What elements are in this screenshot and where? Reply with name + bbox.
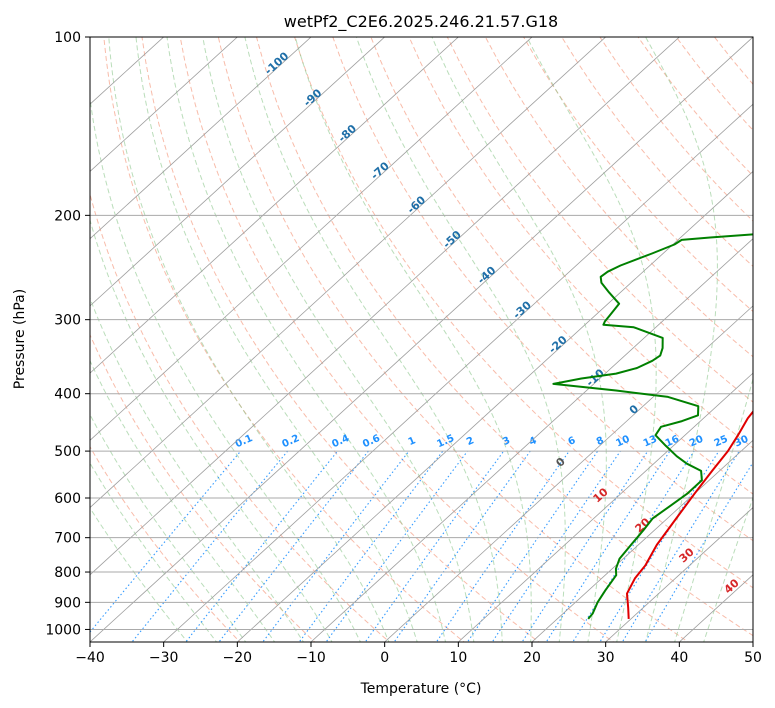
moist-adiabat <box>526 37 657 642</box>
dry-adiabat <box>90 192 391 642</box>
x-tick-label: −20 <box>223 650 253 666</box>
mixing-ratio-label: 2 <box>465 435 476 448</box>
mixing-ratio-label: 6 <box>566 435 577 448</box>
x-tick-label: 50 <box>744 650 762 666</box>
moist-adiabat <box>431 37 607 642</box>
x-axis-label: Temperature (°C) <box>360 681 482 697</box>
moist-adiabat <box>90 359 276 642</box>
isotherm <box>236 170 753 642</box>
isotherm <box>90 37 312 240</box>
x-tick-label: 0 <box>380 650 389 666</box>
isotherm <box>90 37 753 642</box>
isotherm <box>457 372 753 642</box>
mixing-ratio-label: 1 <box>407 435 418 448</box>
mixing-ratio-label: 25 <box>713 434 730 450</box>
y-tick-label: 400 <box>54 387 81 403</box>
moist-adiabat <box>244 37 503 642</box>
temperature-line <box>626 410 753 619</box>
x-tick-label: −30 <box>149 650 179 666</box>
moist-adiabat <box>90 95 362 642</box>
moist-adiabat <box>703 496 753 642</box>
x-tick-label: −40 <box>75 650 105 666</box>
isotherm <box>90 37 238 172</box>
moist-adiabat <box>645 37 718 642</box>
moist-adiabat <box>355 37 566 642</box>
isotherm <box>90 37 386 307</box>
plot-frame <box>89 36 754 643</box>
mixing-ratio-line <box>218 450 369 642</box>
mixing-ratio-line <box>599 450 720 642</box>
moist-adiabat <box>166 37 447 642</box>
y-tick-label: 1000 <box>45 622 81 638</box>
isotherm <box>90 37 607 509</box>
mixing-ratio-line <box>393 450 531 642</box>
x-tick-label: −10 <box>296 650 326 666</box>
isotherm <box>90 37 680 576</box>
y-tick-label: 500 <box>54 444 81 460</box>
y-tick-label: 200 <box>54 208 81 224</box>
x-tick-label: 10 <box>449 650 467 666</box>
y-axis-label: Pressure (hPa) <box>12 289 28 389</box>
mixing-ratio-line <box>521 450 649 642</box>
dewpoint-line <box>552 233 753 620</box>
x-tick-label: 40 <box>670 650 688 666</box>
dry-adiabat <box>370 37 753 495</box>
isotherm <box>384 305 753 642</box>
grid-layer: 0.10.20.40.611.52346810131620253036-100-… <box>90 37 753 642</box>
mixing-ratio-line <box>325 450 468 642</box>
mixing-ratio-label: 3 <box>501 435 512 448</box>
series-layer <box>552 233 753 620</box>
isotherm <box>605 506 753 642</box>
mixing-ratio-label: 4 <box>528 435 539 448</box>
moist-adiabat <box>294 37 532 642</box>
mixing-ratio-label: 10 <box>614 434 631 450</box>
dry-adiabat <box>446 37 753 403</box>
x-tick-label: 30 <box>597 650 615 666</box>
isotherm <box>310 238 753 642</box>
dry-adiabat <box>408 37 753 449</box>
mixing-ratio-line <box>572 450 695 642</box>
x-tick-label: 20 <box>523 650 541 666</box>
isotherm <box>163 103 753 642</box>
tick-layer: −40 −30 −20 −10 0 10 20 30 40 50 100 200 300 400 500 60… <box>45 30 762 666</box>
isotherm <box>90 37 459 374</box>
mixing-ratio-line <box>185 450 339 642</box>
y-tick-label: 600 <box>54 491 81 507</box>
isotherm <box>90 37 533 441</box>
isotherm <box>531 439 753 642</box>
mixing-ratio-line <box>435 450 570 642</box>
dry-adiabat <box>484 37 753 358</box>
mixing-ratio-label: 20 <box>688 434 705 450</box>
moist-adiabat <box>90 218 333 642</box>
moist-adiabat <box>674 377 753 642</box>
mixing-ratio-label: 16 <box>664 434 681 450</box>
mixing-ratio-line <box>621 450 740 642</box>
dry-adiabat <box>332 37 753 542</box>
mixing-ratio-line <box>545 450 671 642</box>
y-tick-label: 300 <box>54 313 81 329</box>
y-tick-label: 100 <box>54 30 81 46</box>
mixing-ratio-label: 13 <box>642 434 659 450</box>
y-tick-label: 800 <box>54 565 81 581</box>
mixing-ratio-line <box>491 450 621 642</box>
chart-title: wetPf2_C2E6.2025.246.21.57.G18 <box>284 12 558 32</box>
moist-adiabat <box>135 37 418 642</box>
dry-adiabat <box>179 37 615 642</box>
mixing-ratio-label: 8 <box>595 435 606 448</box>
y-tick-label: 900 <box>54 595 81 611</box>
moist-adiabat <box>90 296 305 642</box>
y-tick-label: 700 <box>54 531 81 547</box>
